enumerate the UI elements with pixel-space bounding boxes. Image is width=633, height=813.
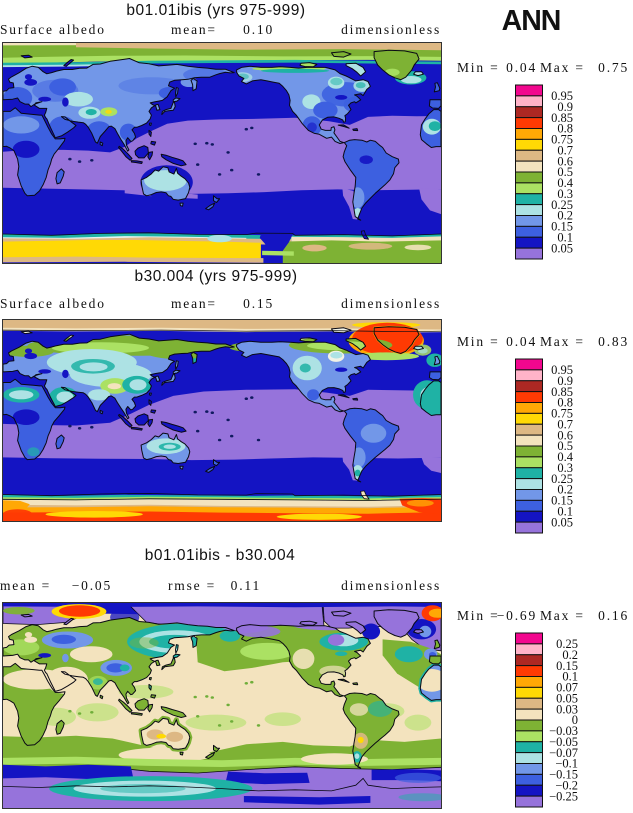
svg-text:0.2: 0.2 [557,483,573,497]
svg-text:0.25: 0.25 [551,198,573,212]
svg-text:0.85: 0.85 [551,111,573,125]
svg-text:Max =: Max = [540,334,585,349]
svg-text:0.8: 0.8 [557,396,573,410]
svg-text:0.4: 0.4 [557,450,573,464]
svg-text:0.05: 0.05 [551,515,573,529]
svg-text:0.75: 0.75 [551,133,573,147]
svg-text:Min =: Min = [457,60,500,75]
svg-text:0.3: 0.3 [557,461,573,475]
svg-text:0.15: 0.15 [556,659,578,673]
svg-text:0.9: 0.9 [557,100,573,114]
svg-text:ANN: ANN [502,5,561,37]
svg-text:−0.69: −0.69 [497,608,537,623]
svg-text:mean=: mean= [171,296,217,311]
svg-text:dimensionless: dimensionless [341,578,441,593]
svg-text:mean=: mean= [171,22,217,37]
svg-text:0.7: 0.7 [557,417,573,431]
svg-text:0: 0 [572,713,578,727]
svg-text:0.15: 0.15 [551,494,573,508]
svg-text:b01.01ibis (yrs 975-999): b01.01ibis (yrs 975-999) [126,2,305,19]
svg-text:0.05: 0.05 [551,241,573,255]
svg-text:0.95: 0.95 [551,363,573,377]
svg-text:0.95: 0.95 [551,89,573,103]
svg-text:0.1: 0.1 [557,505,573,519]
svg-text:−0.05: −0.05 [549,735,578,749]
svg-text:0.25: 0.25 [551,472,573,486]
svg-text:0.15: 0.15 [243,296,274,311]
svg-text:Surface albedo: Surface albedo [0,22,106,37]
svg-text:0.4: 0.4 [557,176,573,190]
svg-text:0.25: 0.25 [556,637,578,651]
svg-text:−0.05: −0.05 [72,578,112,593]
svg-text:b30.004 (yrs 975-999): b30.004 (yrs 975-999) [134,268,297,285]
svg-text:0.05: 0.05 [556,692,578,706]
svg-text:0.75: 0.75 [551,407,573,421]
svg-text:0.6: 0.6 [557,428,573,442]
svg-text:0.8: 0.8 [557,122,573,136]
svg-text:Max =: Max = [540,60,585,75]
svg-text:0.15: 0.15 [551,220,573,234]
svg-text:0.04: 0.04 [506,334,537,349]
svg-text:0.6: 0.6 [557,154,573,168]
svg-text:mean =: mean = [0,578,51,593]
svg-text:0.5: 0.5 [557,165,573,179]
svg-text:0.5: 0.5 [557,439,573,453]
svg-text:0.16: 0.16 [598,608,629,623]
svg-text:Max =: Max = [540,608,585,623]
svg-text:0.10: 0.10 [243,22,274,37]
svg-text:−0.25: −0.25 [549,789,578,803]
svg-text:0.11: 0.11 [231,578,261,593]
svg-text:0.2: 0.2 [562,648,578,662]
svg-text:0.1: 0.1 [562,670,578,684]
svg-text:Min =: Min = [457,334,500,349]
svg-text:−0.2: −0.2 [555,779,578,793]
svg-text:rmse =: rmse = [168,578,216,593]
svg-text:−0.1: −0.1 [555,757,578,771]
svg-text:Min =: Min = [457,608,500,623]
svg-text:0.07: 0.07 [556,681,578,695]
svg-text:0.75: 0.75 [598,60,629,75]
svg-text:Surface albedo: Surface albedo [0,296,106,311]
svg-text:0.04: 0.04 [506,60,537,75]
svg-text:0.83: 0.83 [598,334,629,349]
svg-text:−0.03: −0.03 [549,724,578,738]
svg-text:−0.07: −0.07 [549,746,578,760]
svg-text:0.2: 0.2 [557,209,573,223]
svg-text:−0.15: −0.15 [549,768,578,782]
svg-text:0.9: 0.9 [557,374,573,388]
svg-text:0.1: 0.1 [557,230,573,244]
svg-text:0.7: 0.7 [557,143,573,157]
svg-text:0.03: 0.03 [556,702,578,716]
svg-text:0.85: 0.85 [551,385,573,399]
svg-text:0.3: 0.3 [557,187,573,201]
svg-text:dimensionless: dimensionless [341,296,441,311]
svg-text:b01.01ibis - b30.004: b01.01ibis - b30.004 [145,547,295,564]
svg-text:dimensionless: dimensionless [341,22,441,37]
